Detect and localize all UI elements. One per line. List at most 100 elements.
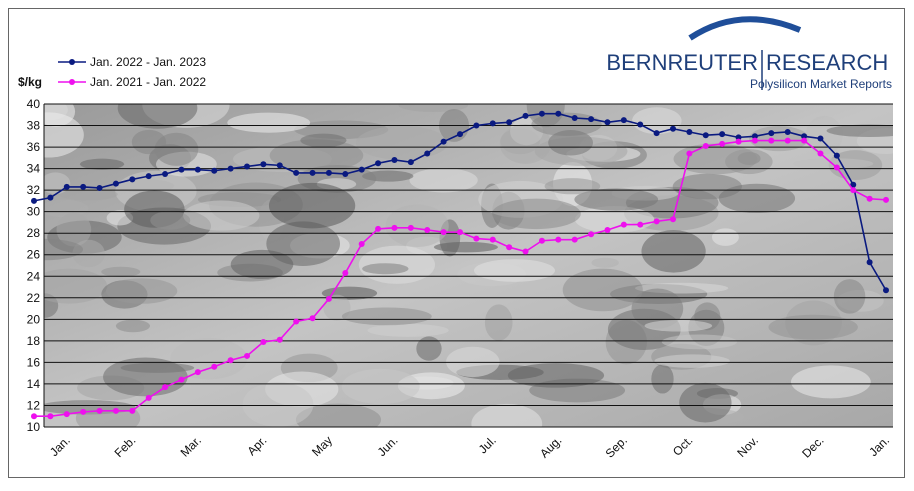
y-tick-label: 28 — [27, 226, 41, 240]
texture-leaf — [661, 334, 738, 350]
data-point — [309, 169, 316, 176]
data-point — [211, 167, 218, 174]
y-tick-label: 26 — [27, 248, 41, 262]
texture-leaf — [44, 199, 89, 218]
branding: BERNREUTER RESEARCH Polysilicon Market R… — [606, 16, 892, 91]
data-point — [194, 166, 201, 173]
data-point — [670, 125, 676, 132]
data-point — [260, 161, 267, 168]
data-point — [391, 156, 398, 163]
texture-leaf — [341, 307, 432, 326]
data-point — [325, 169, 332, 176]
texture-leaf — [544, 178, 601, 195]
texture-leaf — [295, 403, 382, 427]
texture-leaf — [548, 129, 594, 156]
texture-leaf — [591, 257, 619, 268]
texture-leaf — [718, 183, 796, 214]
y-tick-label: 10 — [27, 420, 41, 434]
data-point — [47, 194, 54, 201]
texture-leaf — [791, 365, 871, 399]
data-point — [522, 248, 529, 255]
texture-leaf — [641, 230, 706, 273]
texture-leaf — [833, 279, 866, 314]
logo-name-left: BERNREUTER — [606, 50, 758, 75]
texture-leaf — [574, 188, 659, 211]
data-point — [31, 197, 37, 204]
texture-leaf — [44, 172, 71, 195]
texture-leaf — [230, 249, 294, 279]
data-point — [506, 244, 513, 251]
texture-leaf — [385, 204, 449, 248]
data-point — [407, 159, 414, 166]
data-point — [358, 166, 365, 173]
y-tick-label: 14 — [27, 377, 41, 391]
y-tick-label: 24 — [27, 269, 41, 283]
data-point — [260, 338, 267, 345]
y-tick-label: 12 — [27, 398, 41, 412]
data-point — [751, 133, 758, 140]
data-point — [883, 196, 889, 203]
data-point — [63, 183, 70, 190]
data-point — [145, 394, 152, 401]
data-point — [473, 235, 480, 242]
y-tick-label: 36 — [27, 140, 41, 154]
data-point — [407, 224, 414, 231]
series-lines — [31, 110, 889, 420]
texture-leaf — [183, 200, 260, 231]
texture-leaf — [341, 368, 420, 405]
texture-leaf — [115, 319, 151, 333]
data-point — [440, 229, 447, 236]
legend: Jan. 2022 - Jan. 2023 Jan. 2021 - Jan. 20… — [58, 55, 206, 89]
data-point — [129, 407, 136, 414]
data-point — [883, 287, 889, 294]
data-point — [702, 142, 709, 149]
data-point — [506, 119, 513, 126]
y-tick-label: 18 — [27, 334, 41, 348]
texture-leaf — [491, 198, 581, 230]
data-point — [325, 295, 332, 302]
data-point — [850, 187, 857, 194]
texture-leaf — [154, 132, 199, 166]
data-point — [768, 137, 775, 144]
data-point — [391, 224, 398, 231]
texture-leaf — [44, 112, 84, 158]
data-point — [637, 121, 644, 128]
texture-leaf — [409, 168, 478, 193]
data-point — [178, 376, 185, 383]
data-point — [342, 170, 349, 177]
data-point — [145, 173, 152, 180]
data-point — [620, 221, 627, 228]
data-point — [686, 128, 693, 135]
legend-label: Jan. 2021 - Jan. 2022 — [90, 75, 206, 89]
data-point — [489, 120, 496, 127]
data-point — [637, 221, 644, 228]
data-point — [768, 130, 775, 137]
data-point — [342, 270, 349, 277]
data-point — [784, 137, 791, 144]
texture-leaf — [355, 125, 448, 160]
logo-tagline: Polysilicon Market Reports — [750, 77, 892, 91]
y-tick-label: 32 — [27, 183, 41, 197]
data-point — [375, 160, 382, 167]
texture-leaf — [227, 112, 311, 133]
texture-leaf — [433, 241, 498, 253]
texture-leaf — [749, 126, 809, 152]
texture-leaf — [300, 133, 347, 148]
texture-leaf — [654, 354, 730, 368]
texture-leaf — [526, 104, 565, 128]
texture-leaf — [79, 158, 125, 170]
legend-marker — [69, 59, 75, 65]
texture-leaf — [768, 314, 858, 340]
texture-leaf — [362, 263, 409, 275]
texture-leaf — [117, 104, 198, 129]
data-point — [735, 134, 742, 141]
data-point — [293, 318, 300, 325]
data-point — [375, 225, 382, 232]
data-point — [211, 363, 218, 370]
y-tick-label: 38 — [27, 119, 41, 133]
data-point — [293, 169, 300, 176]
y-tick-label: 20 — [27, 312, 41, 326]
y-tick-label: 40 — [27, 97, 41, 111]
data-point — [817, 135, 824, 142]
legend-marker — [69, 79, 75, 85]
